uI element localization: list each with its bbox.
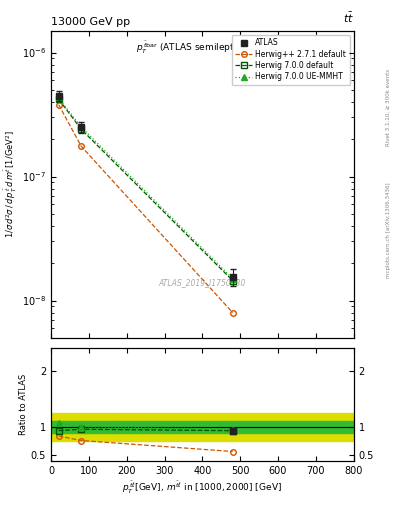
Text: $p_T^{\,\bar{t}\mathrm{bar}}$ (ATLAS semileptonic ttbar): $p_T^{\,\bar{t}\mathrm{bar}}$ (ATLAS sem… xyxy=(136,40,281,56)
Y-axis label: Ratio to ATLAS: Ratio to ATLAS xyxy=(19,374,28,435)
Text: Rivet 3.1.10, ≥ 300k events: Rivet 3.1.10, ≥ 300k events xyxy=(386,69,391,146)
Text: ATLAS_2019_I1750330: ATLAS_2019_I1750330 xyxy=(159,278,246,287)
X-axis label: $p_T^{\,\bar{t}\ell}[\mathrm{GeV}],\,m^{\bar{t}\ell}$ in $[1000,2000]$ [GeV]: $p_T^{\,\bar{t}\ell}[\mathrm{GeV}],\,m^{… xyxy=(123,480,282,496)
Text: $t\bar{t}$: $t\bar{t}$ xyxy=(343,10,354,25)
Y-axis label: $1/\sigma\,d^2\!\sigma\,/\,d\,p_T^{\,\bar{t}}\,d\,m^{\bar{t}}\,[1/\mathrm{GeV}^2: $1/\sigma\,d^2\!\sigma\,/\,d\,p_T^{\,\ba… xyxy=(3,130,19,239)
Text: mcplots.cern.ch [arXiv:1306.3436]: mcplots.cern.ch [arXiv:1306.3436] xyxy=(386,183,391,278)
Legend: ATLAS, Herwig++ 2.7.1 default, Herwig 7.0.0 default, Herwig 7.0.0 UE-MMHT: ATLAS, Herwig++ 2.7.1 default, Herwig 7.… xyxy=(231,34,350,85)
Text: 13000 GeV pp: 13000 GeV pp xyxy=(51,17,130,27)
